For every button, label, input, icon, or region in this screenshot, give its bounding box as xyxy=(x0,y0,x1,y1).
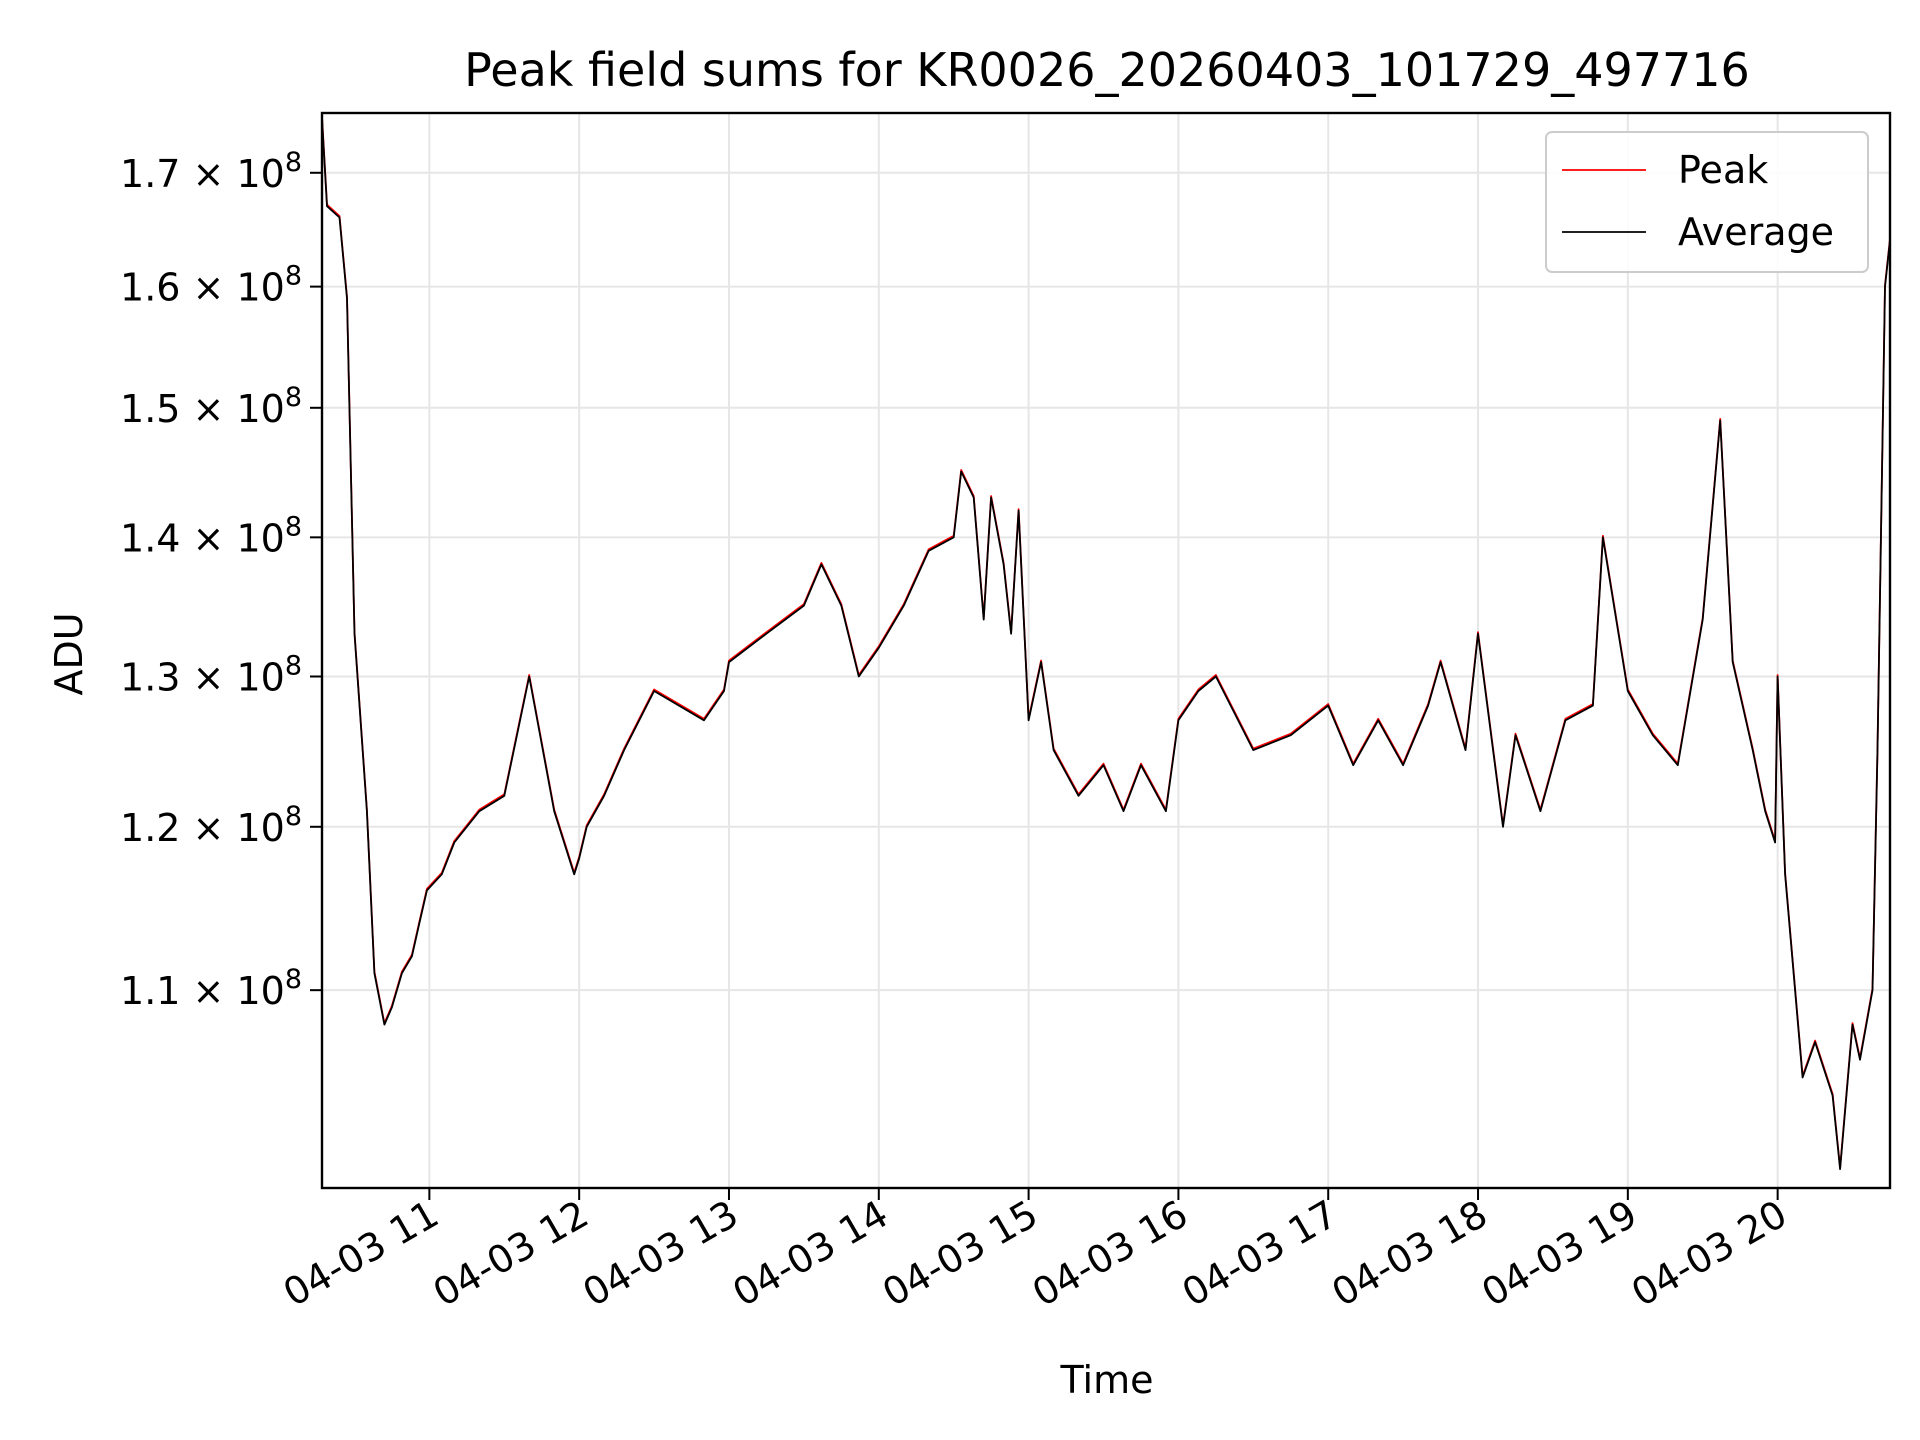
grid xyxy=(322,113,1890,1188)
legend: Peak Average xyxy=(1545,131,1869,273)
legend-box xyxy=(1545,131,1869,273)
y-tick-label: 1.7 × 108 xyxy=(120,147,302,196)
y-tick-label: 1.5 × 108 xyxy=(120,382,302,431)
chart-title: Peak field sums for KR0026_20260403_1017… xyxy=(464,43,1750,97)
y-tick-label: 1.1 × 108 xyxy=(120,964,302,1013)
y-tick-label: 1.4 × 108 xyxy=(120,511,302,560)
y-tick-label: 1.3 × 108 xyxy=(120,650,302,699)
legend-label-peak: Peak xyxy=(1678,148,1768,192)
plot-frame xyxy=(320,111,1892,1190)
series-lines xyxy=(322,116,1890,1170)
x-axis-label: Time xyxy=(1060,1358,1154,1402)
series-line-average xyxy=(322,118,1890,1170)
y-axis-label: ADU xyxy=(47,612,91,695)
y-tick-label: 1.2 × 108 xyxy=(120,801,302,850)
legend-label-average: Average xyxy=(1678,210,1834,254)
y-tick-label: 1.6 × 108 xyxy=(120,261,302,310)
y-axis-ticks: 1.1 × 108 1.2 × 108 1.3 × 108 1.4 × 108 1.5 … xyxy=(120,147,322,1013)
